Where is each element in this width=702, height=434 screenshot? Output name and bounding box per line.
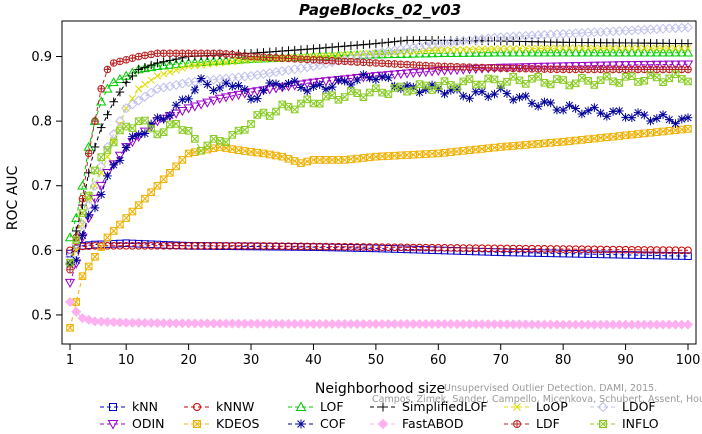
legend-label: INFLO <box>622 416 659 431</box>
series-markers <box>65 70 693 269</box>
series-line <box>69 52 688 238</box>
legend-entry-knn: kNN <box>100 399 158 414</box>
series-markers <box>66 242 692 255</box>
series-markers <box>64 22 694 262</box>
series-ldof <box>64 22 694 262</box>
y-tick-label: 0.6 <box>31 244 52 259</box>
y-tick-label: 0.8 <box>31 115 52 130</box>
y-axis: 0.5 0.6 0.7 0.8 0.9 <box>31 50 62 323</box>
legend-entry-knnw: kNNW <box>184 399 254 414</box>
legend-label: COF <box>320 416 346 431</box>
legend-entry-kdeos: KDEOS <box>184 416 260 431</box>
x-tick-label: 90 <box>617 353 634 368</box>
series-markers <box>64 297 694 330</box>
series-markers <box>66 49 692 274</box>
x-tick-label: 1 <box>66 353 74 368</box>
series-markers <box>66 125 692 332</box>
legend-entry-simplifiedlof: SimplifiedLOF <box>370 399 488 414</box>
watermark-citation-line-1: Unsupervised Outlier Detection. DAMI, 20… <box>444 383 657 394</box>
x-tick-label: 40 <box>305 353 322 368</box>
legend-entry-odin: ODIN <box>100 416 165 431</box>
legend-entry-ldf: LDF <box>504 416 560 431</box>
series-fastabod <box>64 297 694 330</box>
series-cof <box>65 70 693 269</box>
series-line <box>69 73 689 265</box>
series-line <box>69 73 689 263</box>
legend: kNN kNNW LOF SimplifiedLOF LoOP LDOF ODIN KDEOS… <box>100 399 659 431</box>
series-kdeos <box>66 125 692 332</box>
x-tick-label: 80 <box>555 353 572 368</box>
x-tick-label: 20 <box>180 353 197 368</box>
legend-label: FastABOD <box>402 416 464 431</box>
legend-label: SimplifiedLOF <box>402 399 488 414</box>
series-ldf <box>66 49 692 274</box>
x-tick-label: 100 <box>676 353 701 368</box>
y-axis-label: ROC AUC <box>5 165 21 230</box>
legend-entry-lof: LOF <box>288 399 344 414</box>
plot-frame <box>61 20 697 345</box>
legend-entry-inflo: INFLO <box>590 416 659 431</box>
legend-label: ODIN <box>132 416 165 431</box>
x-tick-label: 60 <box>430 353 447 368</box>
legend-entry-loop: LoOP <box>504 399 568 414</box>
x-tick-label: 50 <box>368 353 385 368</box>
x-tick-label: 30 <box>243 353 260 368</box>
legend-label: LDF <box>536 416 560 431</box>
y-tick-label: 0.7 <box>31 179 52 194</box>
chart-title: PageBlocks_02_v03 <box>299 1 461 19</box>
series-layer <box>64 22 694 332</box>
x-axis: 1 10 20 30 40 50 60 70 80 90 100 <box>66 344 701 368</box>
x-tick-label: 70 <box>492 353 509 368</box>
y-tick-label: 0.5 <box>31 308 52 323</box>
legend-entry-fastabod: FastABOD <box>370 416 464 431</box>
series-simplifiedlof <box>65 36 693 268</box>
legend-label: KDEOS <box>216 416 260 431</box>
legend-entry-ldof: LDOF <box>590 399 656 414</box>
series-markers <box>65 36 693 268</box>
watermark-citation-line-2: Campos, Zimek, Sander, Campello, Micenko… <box>372 394 702 405</box>
y-tick-label: 0.9 <box>31 50 52 65</box>
series-knnw <box>66 242 692 255</box>
x-tick-label: 10 <box>118 353 135 368</box>
series-markers <box>66 70 692 267</box>
x-axis-label: Neighborhood size <box>315 381 445 397</box>
legend-entry-cof: COF <box>288 416 346 431</box>
legend-label: LoOP <box>536 399 568 414</box>
legend-label: kNNW <box>216 399 254 414</box>
legend-label: LOF <box>320 399 344 414</box>
legend-label: kNN <box>132 399 158 414</box>
series-inflo <box>66 70 692 267</box>
legend-label: LDOF <box>622 399 656 414</box>
